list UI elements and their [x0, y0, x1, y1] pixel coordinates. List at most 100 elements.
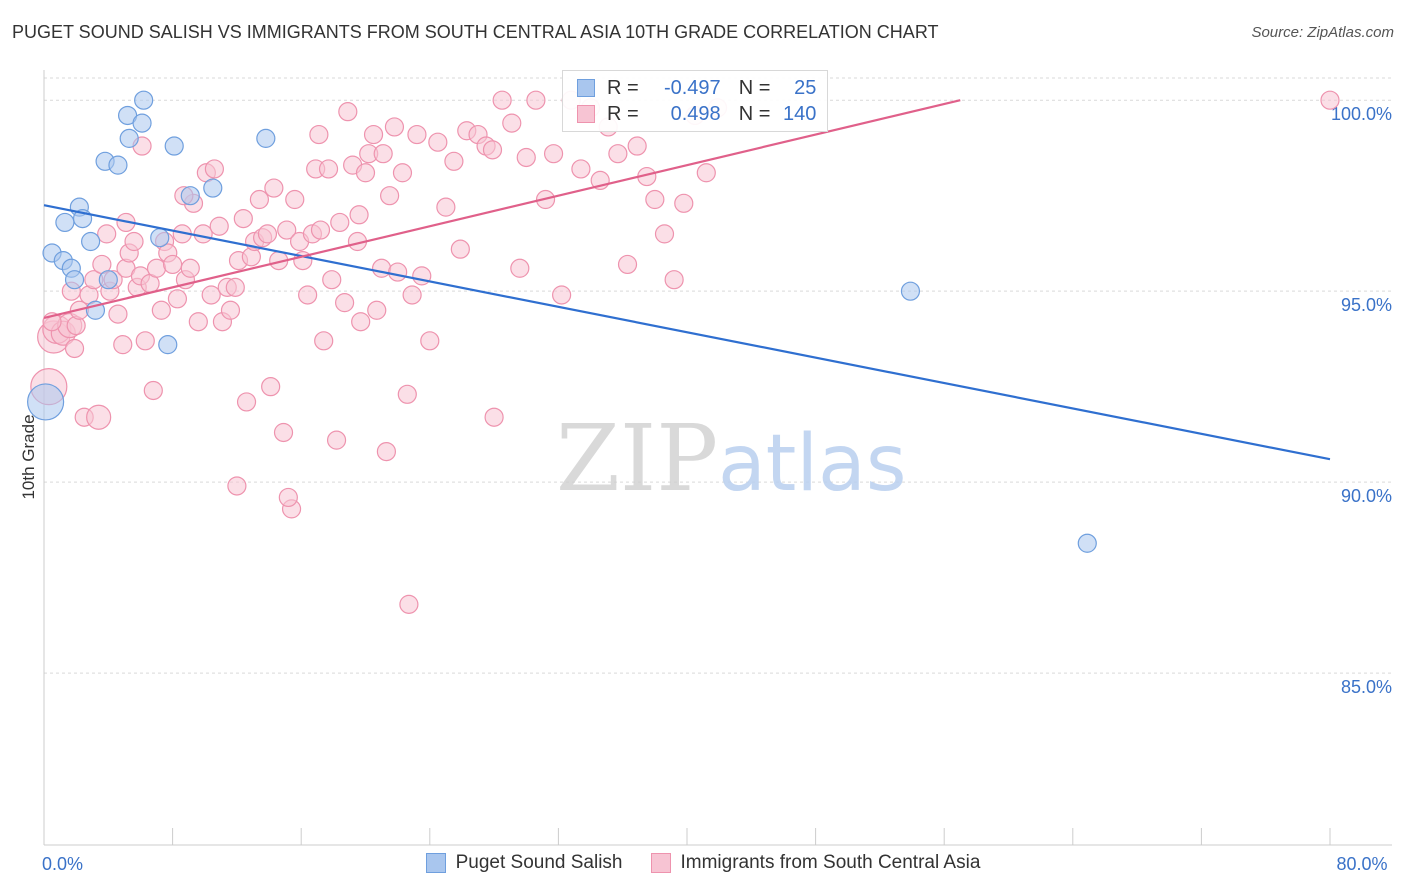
immigrants-point — [380, 186, 400, 206]
immigrants-point — [298, 285, 318, 305]
immigrants-point — [318, 159, 339, 179]
immigrants-point — [399, 594, 419, 614]
immigrants-point — [363, 124, 384, 145]
salish-point — [158, 335, 178, 355]
immigrants-point — [407, 124, 427, 145]
immigrants-point — [193, 224, 213, 244]
immigrants-point — [257, 224, 278, 244]
salish-point — [98, 270, 118, 290]
immigrants-point — [482, 140, 503, 160]
legend-swatch-blue — [577, 79, 595, 97]
immigrants-point — [376, 441, 396, 462]
salish-point — [900, 281, 921, 301]
y-axis-label: 10th Grade — [19, 414, 38, 499]
immigrants-point — [392, 163, 413, 183]
watermark-atlas: atlas — [718, 419, 907, 509]
immigrants-point — [627, 136, 647, 156]
immigrants-point — [388, 262, 408, 282]
immigrants-point — [351, 312, 371, 332]
salish-point — [180, 186, 200, 206]
legend-item-immigrants[interactable]: Immigrants from South Central Asia — [650, 852, 980, 874]
watermark: ZIP atlas — [556, 405, 907, 512]
immigrants-point — [696, 163, 716, 183]
immigrants-point — [664, 270, 684, 290]
y-tick-label: 90.0% — [1341, 486, 1392, 506]
grid-layer — [44, 77, 1392, 674]
immigrants-point — [384, 117, 405, 137]
immigrants-point — [225, 277, 245, 297]
legend-swatch-pink — [650, 853, 671, 873]
salish-point — [119, 128, 139, 148]
immigrants-point — [108, 304, 128, 324]
immigrants-point — [236, 392, 257, 412]
y-tick-label: 95.0% — [1341, 295, 1392, 315]
immigrants-point — [543, 144, 564, 164]
immigrants-point — [502, 113, 522, 133]
correlation-legend: R = -0.497 N = 25 R = 0.498 N = 140 — [562, 70, 828, 132]
legend-swatch-pink — [577, 105, 595, 123]
salish-point — [81, 231, 101, 252]
immigrants-point — [450, 239, 470, 259]
immigrants-point — [436, 197, 456, 217]
immigrants-point — [163, 254, 183, 275]
immigrants-point — [278, 487, 298, 508]
immigrants-point — [86, 404, 112, 430]
immigrants-point — [151, 300, 171, 320]
immigrants-point — [309, 124, 329, 145]
salish-point — [164, 136, 184, 156]
immigrants-point — [233, 209, 253, 229]
immigrants-point — [335, 293, 355, 313]
immigrants-point — [188, 312, 208, 332]
legend-n-label: N = — [738, 102, 771, 125]
immigrants-point — [484, 407, 504, 427]
immigrants-point — [314, 331, 334, 351]
legend-swatch-blue — [425, 853, 446, 873]
immigrants-point — [209, 216, 229, 236]
chart-title: PUGET SOUND SALISH VS IMMIGRANTS FROM SO… — [12, 22, 939, 42]
x-tick-label: 80.0% — [1336, 854, 1387, 874]
legend-n-value: 25 — [794, 76, 817, 99]
immigrants-point — [397, 384, 417, 404]
immigrants-trend-line — [43, 99, 961, 319]
legend-row-salish: R = -0.497 N = 25 — [577, 76, 816, 100]
legend-item-salish[interactable]: Puget Sound Salish — [425, 852, 623, 874]
immigrants-point — [204, 159, 224, 179]
immigrants-point — [526, 90, 546, 110]
immigrants-point — [285, 189, 305, 210]
immigrants-point — [674, 193, 694, 213]
series-legend: Puget Sound Salish Immigrants from South… — [0, 852, 1406, 874]
immigrants-point — [510, 258, 530, 278]
y-tick-label: 100.0% — [1331, 104, 1392, 124]
immigrants-point — [326, 430, 347, 450]
salish-point — [150, 228, 170, 248]
immigrants-point — [552, 285, 572, 305]
salish-point — [132, 113, 152, 133]
legend-row-immigrants: R = 0.498 N = 140 — [577, 102, 816, 126]
y-tick-label: 85.0% — [1341, 677, 1392, 697]
legend-r-value: -0.497 — [663, 76, 721, 99]
immigrants-point — [201, 285, 221, 305]
immigrants-point — [373, 144, 393, 164]
legend-n-value: 140 — [783, 102, 817, 125]
immigrants-point — [310, 220, 331, 240]
legend-r-value: 0.498 — [670, 102, 721, 125]
immigrants-point — [261, 377, 281, 397]
immigrants-point — [220, 300, 241, 320]
immigrants-point — [571, 159, 591, 179]
immigrants-point — [264, 178, 284, 198]
salish-point — [134, 90, 154, 110]
immigrants-point — [64, 338, 85, 359]
immigrants-point — [135, 331, 155, 351]
immigrants-point — [338, 102, 358, 122]
immigrants-point — [167, 289, 188, 309]
salish-point — [256, 128, 276, 148]
immigrants-point — [143, 380, 163, 401]
immigrants-point — [402, 285, 422, 305]
immigrants-point — [420, 331, 440, 351]
immigrants-point — [113, 335, 133, 355]
legend-label-salish: Puget Sound Salish — [455, 852, 623, 873]
immigrants-point — [428, 132, 448, 152]
salish-point — [27, 383, 65, 421]
x-tick-label: 0.0% — [42, 854, 83, 874]
salish-point — [64, 270, 85, 290]
